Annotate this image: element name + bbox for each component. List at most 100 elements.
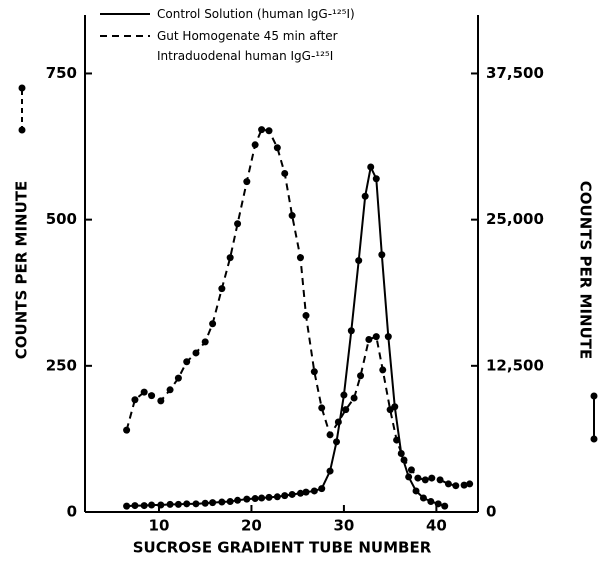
data-point — [333, 438, 341, 446]
x-tick-label: 30 — [333, 517, 354, 535]
series-line — [125, 128, 470, 487]
data-point — [434, 500, 442, 508]
y2-tick-label: 25,000 — [486, 210, 544, 228]
data-point — [386, 406, 394, 414]
data-point — [326, 467, 334, 475]
data-point — [201, 338, 209, 346]
data-point — [140, 388, 148, 396]
data-point — [405, 473, 413, 481]
data-point — [326, 431, 334, 439]
data-point — [466, 480, 474, 488]
data-point — [318, 485, 326, 493]
data-point — [384, 333, 392, 341]
y2-tick-label: 37,500 — [486, 64, 544, 82]
y2-tick-label: 12,500 — [486, 356, 544, 374]
data-point — [157, 501, 165, 509]
data-point — [393, 436, 401, 444]
data-point — [334, 418, 342, 426]
data-point — [140, 502, 148, 510]
data-point — [131, 502, 139, 510]
series-line — [126, 163, 446, 508]
data-point — [265, 127, 273, 135]
data-point — [157, 397, 165, 405]
data-point — [452, 482, 460, 490]
x-tick-label: 40 — [426, 517, 447, 535]
x-tick-label: 10 — [149, 517, 170, 535]
data-point — [444, 480, 452, 488]
data-point — [460, 481, 468, 489]
data-point — [427, 497, 435, 505]
y-tick-label: 500 — [46, 210, 77, 228]
data-point — [441, 502, 449, 510]
data-point — [400, 456, 408, 464]
data-point — [148, 392, 156, 400]
data-point — [174, 500, 182, 508]
data-point — [218, 285, 226, 293]
data-point — [421, 476, 429, 484]
data-point — [372, 175, 380, 183]
data-point — [258, 494, 266, 502]
data-point — [428, 474, 436, 482]
data-point — [234, 496, 242, 504]
data-point — [288, 212, 296, 220]
data-point — [123, 426, 131, 434]
data-point — [350, 394, 358, 402]
data-point — [265, 493, 273, 501]
y2-tick-label: 0 — [486, 503, 496, 521]
data-point — [166, 386, 174, 394]
data-point — [218, 498, 226, 506]
data-point — [273, 144, 281, 152]
data-point — [318, 404, 326, 412]
y-tick-label: 250 — [46, 356, 77, 374]
y2-axis-title: COUNTS PER MINUTE — [577, 181, 595, 359]
data-point — [342, 406, 350, 414]
y-tick-label: 0 — [67, 503, 77, 521]
data-point — [183, 500, 191, 508]
data-point — [243, 495, 251, 503]
data-point — [357, 372, 365, 380]
data-point — [347, 327, 355, 335]
data-point — [296, 489, 304, 497]
data-point — [148, 501, 156, 509]
data-point — [367, 163, 375, 171]
data-point — [412, 487, 420, 495]
y-axis-title: COUNTS PER MINUTE — [13, 181, 31, 359]
data-point — [166, 500, 174, 508]
data-point — [436, 476, 444, 484]
data-point — [273, 493, 281, 501]
data-point — [302, 488, 310, 496]
data-point — [288, 490, 296, 498]
data-point — [407, 466, 415, 474]
data-point — [355, 257, 363, 265]
x-tick-label: 20 — [241, 517, 262, 535]
data-point — [131, 396, 139, 404]
data-point — [243, 178, 251, 186]
legend-label: Control Solution (human IgG-¹²⁵I) — [157, 7, 355, 21]
data-point — [192, 349, 200, 357]
data-point — [310, 368, 318, 376]
data-point — [310, 487, 318, 495]
data-point — [234, 220, 242, 228]
data-point — [192, 500, 200, 508]
data-point — [378, 251, 386, 259]
data-point — [258, 126, 266, 134]
data-point — [174, 374, 182, 382]
data-point — [372, 333, 380, 341]
data-point — [414, 474, 422, 482]
data-point — [201, 499, 209, 507]
data-point — [251, 141, 259, 149]
data-point — [183, 358, 191, 366]
data-point — [340, 391, 348, 399]
data-point — [296, 254, 304, 262]
data-point — [281, 169, 289, 177]
data-point — [209, 499, 217, 507]
data-point — [226, 497, 234, 505]
data-point — [379, 366, 387, 374]
data-point — [419, 494, 427, 502]
x-axis-title: SUCROSE GRADIENT TUBE NUMBER — [133, 539, 432, 557]
data-point — [226, 254, 234, 262]
data-point — [251, 495, 259, 503]
y-axis-key — [18, 84, 26, 134]
